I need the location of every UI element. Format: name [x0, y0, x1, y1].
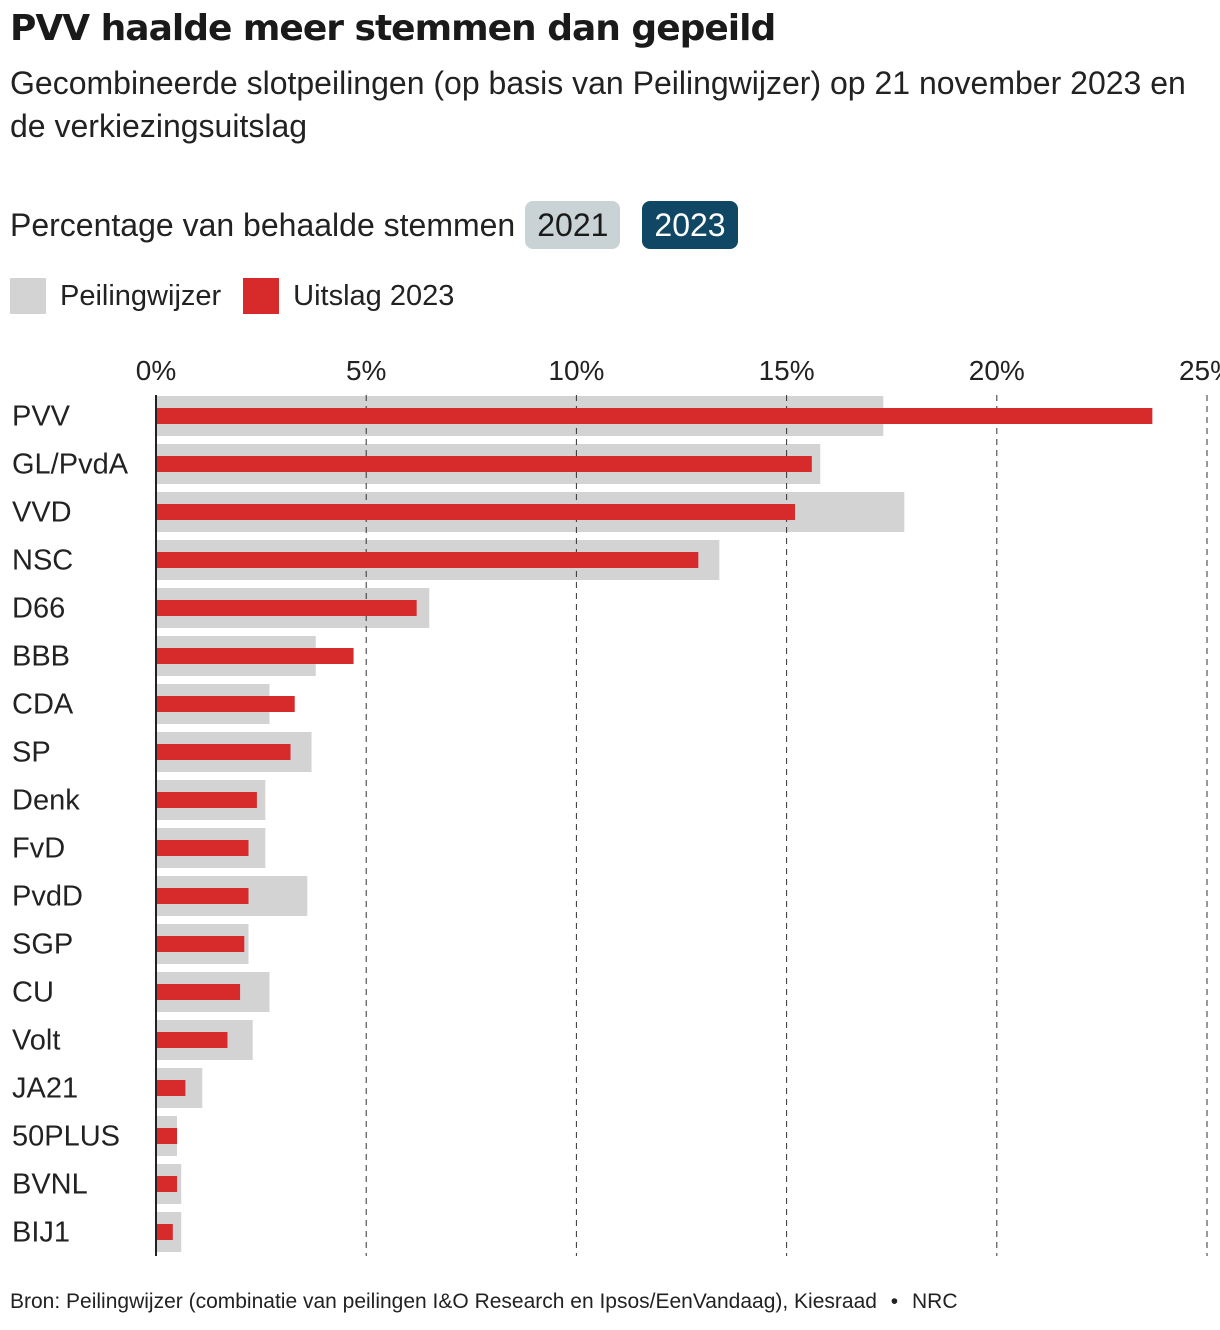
- category-label: PvdD: [12, 881, 83, 913]
- x-tick-label: 5%: [346, 355, 386, 386]
- result-bar: [156, 936, 245, 952]
- category-label: NSC: [12, 545, 73, 577]
- category-label: BIJ1: [12, 1217, 70, 1249]
- category-label: VVD: [12, 497, 72, 529]
- result-bar: [156, 696, 295, 712]
- x-tick-label: 10%: [548, 355, 604, 386]
- category-label: Denk: [12, 785, 80, 817]
- legend-label-poll: Peilingwijzer: [60, 279, 222, 312]
- result-bar: [156, 888, 249, 904]
- category-label: FvD: [12, 833, 65, 865]
- result-bar: [156, 792, 257, 808]
- x-tick-label: 15%: [759, 355, 815, 386]
- legend: Peilingwijzer Uitslag 2023: [10, 276, 476, 316]
- category-label: PVV: [12, 401, 71, 433]
- source-note: Bron: Peilingwijzer (combinatie van peil…: [10, 1290, 877, 1313]
- publisher: NRC: [911, 1290, 958, 1313]
- result-bar: [156, 552, 699, 568]
- axis-heading-row: Percentage van behaalde stemmen 2021 202…: [10, 200, 760, 250]
- category-label: BBB: [12, 641, 70, 673]
- category-label: CDA: [12, 689, 74, 721]
- category-label: SP: [12, 737, 51, 769]
- result-bar: [156, 1176, 178, 1192]
- result-bar: [156, 1080, 186, 1096]
- category-label: GL/PvdA: [12, 449, 129, 481]
- bar-chart: 0% 5% 10% 15% 20% 25% PVV GL/PvdA VVD NSC D66 BBB CD…: [12, 355, 1220, 1256]
- axis-heading: Percentage van behaalde stemmen: [10, 206, 516, 243]
- category-label: JA21: [12, 1073, 78, 1105]
- category-label: D66: [12, 593, 65, 625]
- result-bar: [156, 744, 291, 760]
- x-tick-label: 0%: [136, 355, 176, 386]
- result-bar: [156, 504, 796, 520]
- footer-separator: •: [890, 1290, 899, 1313]
- x-tick-label: 25%: [1179, 355, 1220, 386]
- result-bar: [156, 1224, 173, 1240]
- result-bar: [156, 840, 249, 856]
- category-label: Volt: [12, 1025, 60, 1057]
- category-label: BVNL: [12, 1169, 88, 1201]
- result-bar: [156, 1128, 178, 1144]
- legend-swatch-result: [243, 278, 280, 314]
- year-toggle-2023[interactable]: 2023: [642, 201, 738, 249]
- category-label: SGP: [12, 929, 73, 961]
- footer: Bron: Peilingwijzer (combinatie van peil…: [10, 1290, 957, 1314]
- chart-title: PVV haalde meer stemmen dan gepeild: [10, 8, 776, 49]
- category-label: 50PLUS: [12, 1121, 120, 1153]
- result-bar: [156, 648, 354, 664]
- result-bar: [156, 984, 241, 1000]
- result-bar: [156, 408, 1153, 424]
- result-bar: [156, 456, 812, 472]
- x-tick-label: 20%: [969, 355, 1025, 386]
- legend-swatch-poll: [10, 278, 46, 314]
- result-bar: [156, 600, 417, 616]
- chart-subtitle: Gecombineerde slotpeilingen (op basis va…: [10, 65, 1186, 144]
- year-toggle-2021[interactable]: 2021: [525, 201, 621, 249]
- category-label: CU: [12, 977, 54, 1009]
- result-bar: [156, 1032, 228, 1048]
- legend-label-result: Uitslag 2023: [293, 279, 455, 312]
